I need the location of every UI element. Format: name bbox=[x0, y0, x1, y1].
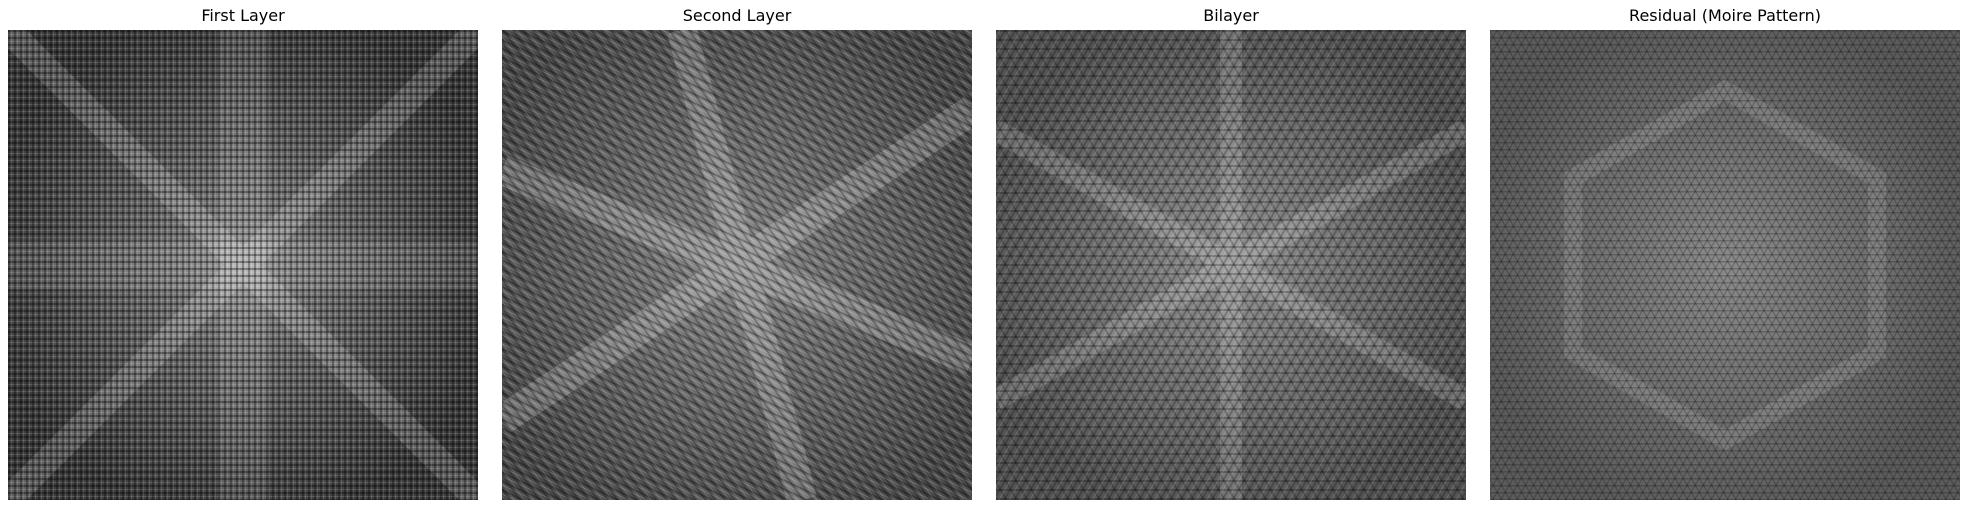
panel-title-bilayer: Bilayer bbox=[1203, 6, 1259, 25]
panel-bilayer: Bilayer bbox=[994, 0, 1468, 510]
panel-residual: Residual (Moire Pattern) bbox=[1488, 0, 1962, 510]
panel-title-residual: Residual (Moire Pattern) bbox=[1629, 6, 1821, 25]
second-layer-image bbox=[502, 30, 972, 500]
panel-second-layer: Second Layer bbox=[500, 0, 974, 510]
first-layer-image bbox=[8, 30, 478, 500]
panel-title-first-layer: First Layer bbox=[201, 6, 285, 25]
bilayer-image bbox=[996, 30, 1466, 500]
residual-moire-image bbox=[1490, 30, 1960, 500]
panel-title-second-layer: Second Layer bbox=[682, 6, 792, 25]
panel-first-layer: First Layer bbox=[6, 0, 480, 510]
